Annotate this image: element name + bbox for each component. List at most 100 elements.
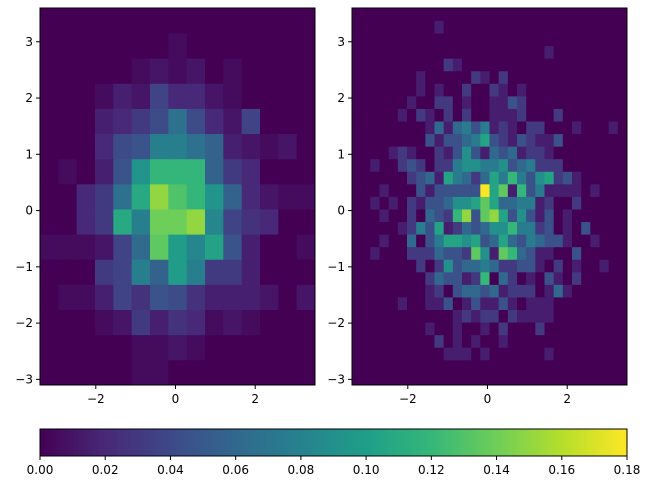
heatmap-cell [352,234,362,248]
heatmap-cell [205,259,224,285]
heatmap-cell [462,58,472,72]
heatmap-cell [590,70,600,84]
heatmap-cell [425,58,435,72]
heatmap-cell [379,183,390,197]
heatmap-cell [296,234,316,260]
heatmap-cell [471,246,481,260]
heatmap-cell [241,33,261,59]
heatmap-cell [397,171,408,185]
heatmap-cell [617,309,628,323]
heatmap-cell [397,196,408,210]
heatmap-cell [535,121,545,135]
heatmap-cell [223,359,243,386]
heatmap-cell [471,121,481,135]
heatmap-cell [572,158,582,172]
heatmap-cell [370,70,380,84]
heatmap-cell [352,146,362,160]
heatmap-cell [462,171,472,185]
heatmap-cell [443,259,454,273]
heatmap-cell [296,309,316,336]
heatmap-cell [416,259,426,273]
heatmap-cell [489,171,500,185]
heatmap-cell [462,95,472,109]
heatmap-cell [40,309,59,336]
heatmap-cell [407,334,417,348]
heatmap-cell [150,359,169,386]
heatmap-cell [526,259,536,273]
heatmap-cell [535,246,545,260]
heatmap-cell [361,70,371,84]
heatmap-cell [260,209,279,235]
heatmap-cell [260,133,279,160]
heatmap-cell [416,58,426,72]
colorbar-tick-label: 0.16 [548,463,575,477]
heatmap-cell [379,70,390,84]
heatmap-cell [471,359,481,373]
heatmap-cell [388,58,399,72]
heatmap-cell [517,158,527,172]
heatmap-cell [407,8,417,21]
heatmap-cell [526,334,536,348]
heatmap-cell [361,334,371,348]
heatmap-cell [407,121,417,135]
heatmap-cell [507,171,518,185]
heatmap-cell [462,284,472,298]
heatmap-cell [260,108,279,135]
heatmap-cell [608,133,619,147]
heatmap-cell [168,234,188,260]
heatmap-cell [498,8,509,21]
heatmap-cell [425,246,435,260]
x-tick-label: 0 [484,392,492,406]
heatmap-cell [278,309,298,336]
y-tick-label: 1 [337,147,345,161]
heatmap-cell [352,322,362,336]
heatmap-cell [352,8,362,21]
heatmap-cell [599,234,610,248]
heatmap-cell [535,322,545,336]
heatmap-cell [443,133,454,147]
heatmap-cell [452,359,463,373]
heatmap-cell [361,20,371,34]
heatmap-cell [608,234,619,248]
heatmap-cell [416,133,426,147]
heatmap-cell [186,108,206,135]
heatmap-cell [370,8,380,21]
heatmap-cell [617,271,628,285]
heatmap-cell [168,183,188,210]
heatmap-cell [572,234,582,248]
heatmap-cell [507,359,518,373]
heatmap-cell [370,271,380,285]
heatmap-cell [278,8,298,34]
heatmap-cell [131,284,151,310]
heatmap-cell [553,183,564,197]
heatmap-cell [480,171,490,185]
heatmap-cell [150,133,169,160]
heatmap-cell [388,284,399,298]
heatmap-cell [452,70,463,84]
heatmap-cell [241,108,261,135]
heatmap-cell [379,83,390,97]
heatmap-cell [535,309,545,323]
heatmap-cell [498,158,509,172]
heatmap-cell [416,146,426,160]
heatmap-cell [186,133,206,160]
heatmap-cell [544,284,555,298]
heatmap-cell [443,121,454,135]
heatmap-cell [150,158,169,185]
heatmap-cell [590,246,600,260]
heatmap-cell [572,8,582,21]
heatmap-cell [489,146,500,160]
heatmap-cell [388,372,399,386]
heatmap-cell [361,196,371,210]
colorbar-tick-label: 0.04 [157,463,184,477]
heatmap-cell [131,183,151,210]
heatmap-cell [150,234,169,260]
heatmap-cell [361,146,371,160]
heatmap-cell [361,372,371,386]
heatmap-cell [168,8,188,34]
heatmap-cell [425,8,435,21]
heatmap-cell [590,20,600,34]
heatmap-cell [361,45,371,59]
heatmap-cell [526,372,536,386]
heatmap-cell [517,133,527,147]
